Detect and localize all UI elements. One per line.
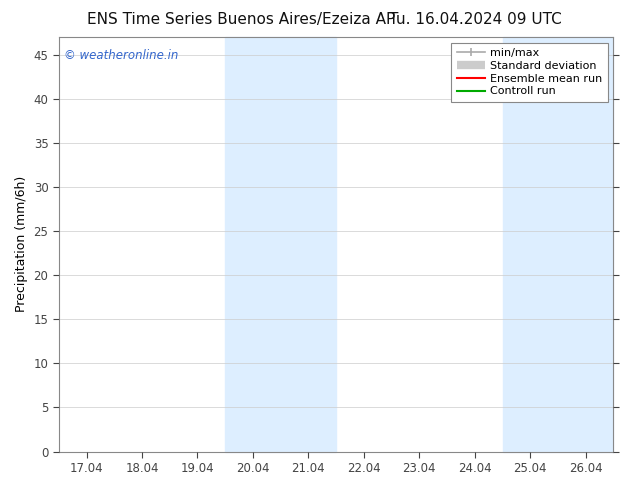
Bar [225, 37, 336, 452]
Y-axis label: Precipitation (mm/6h): Precipitation (mm/6h) [15, 176, 28, 313]
Text: Tu. 16.04.2024 09 UTC: Tu. 16.04.2024 09 UTC [389, 12, 562, 27]
Legend: min/max, Standard deviation, Ensemble mean run, Controll run: min/max, Standard deviation, Ensemble me… [451, 43, 608, 102]
Bar [503, 37, 614, 452]
Text: © weatheronline.in: © weatheronline.in [65, 49, 179, 63]
Text: ENS Time Series Buenos Aires/Ezeiza AP: ENS Time Series Buenos Aires/Ezeiza AP [87, 12, 395, 27]
